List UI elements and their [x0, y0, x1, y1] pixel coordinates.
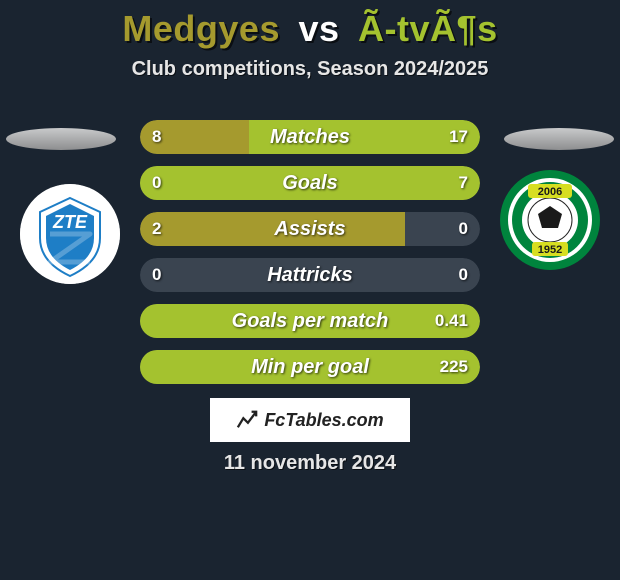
stat-bar: 225Min per goal: [140, 350, 480, 384]
crest-right-svg: 2006 1952: [500, 170, 600, 270]
shadow-right: [504, 128, 614, 150]
stat-bar: 07Goals: [140, 166, 480, 200]
brand-text: FcTables.com: [264, 410, 383, 431]
bar-label: Goals per match: [140, 304, 480, 338]
svg-text:1952: 1952: [538, 244, 562, 256]
chart-icon: [236, 409, 258, 431]
page-title: Medgyes vs Ã-tvÃ¶s: [0, 8, 620, 50]
crest-left-svg: ZTE: [20, 184, 120, 284]
brand-badge[interactable]: FcTables.com: [210, 398, 410, 442]
stat-bar: 817Matches: [140, 120, 480, 154]
date: 11 november 2024: [0, 452, 620, 475]
crest-right: 2006 1952: [500, 170, 600, 270]
subtitle: Club competitions, Season 2024/2025: [0, 58, 620, 81]
stat-bar: 0.41Goals per match: [140, 304, 480, 338]
bars-container: 817Matches 07Goals 20Assists 00Hattricks 0.4…: [140, 120, 480, 396]
player1-name: Medgyes: [122, 8, 280, 49]
player2-name: Ã-tvÃ¶s: [358, 8, 498, 49]
svg-text:2006: 2006: [538, 186, 562, 198]
stat-bar: 00Hattricks: [140, 258, 480, 292]
bar-label: Hattricks: [140, 258, 480, 292]
bar-label: Assists: [140, 212, 480, 246]
vs-label: vs: [298, 8, 339, 49]
bar-label: Min per goal: [140, 350, 480, 384]
stage: Medgyes vs Ã-tvÃ¶s Club competitions, Se…: [0, 0, 620, 580]
stat-bar: 20Assists: [140, 212, 480, 246]
svg-text:ZTE: ZTE: [52, 212, 88, 232]
shadow-left: [6, 128, 116, 150]
crest-left: ZTE: [20, 184, 120, 284]
bar-label: Matches: [140, 120, 480, 154]
bar-label: Goals: [140, 166, 480, 200]
